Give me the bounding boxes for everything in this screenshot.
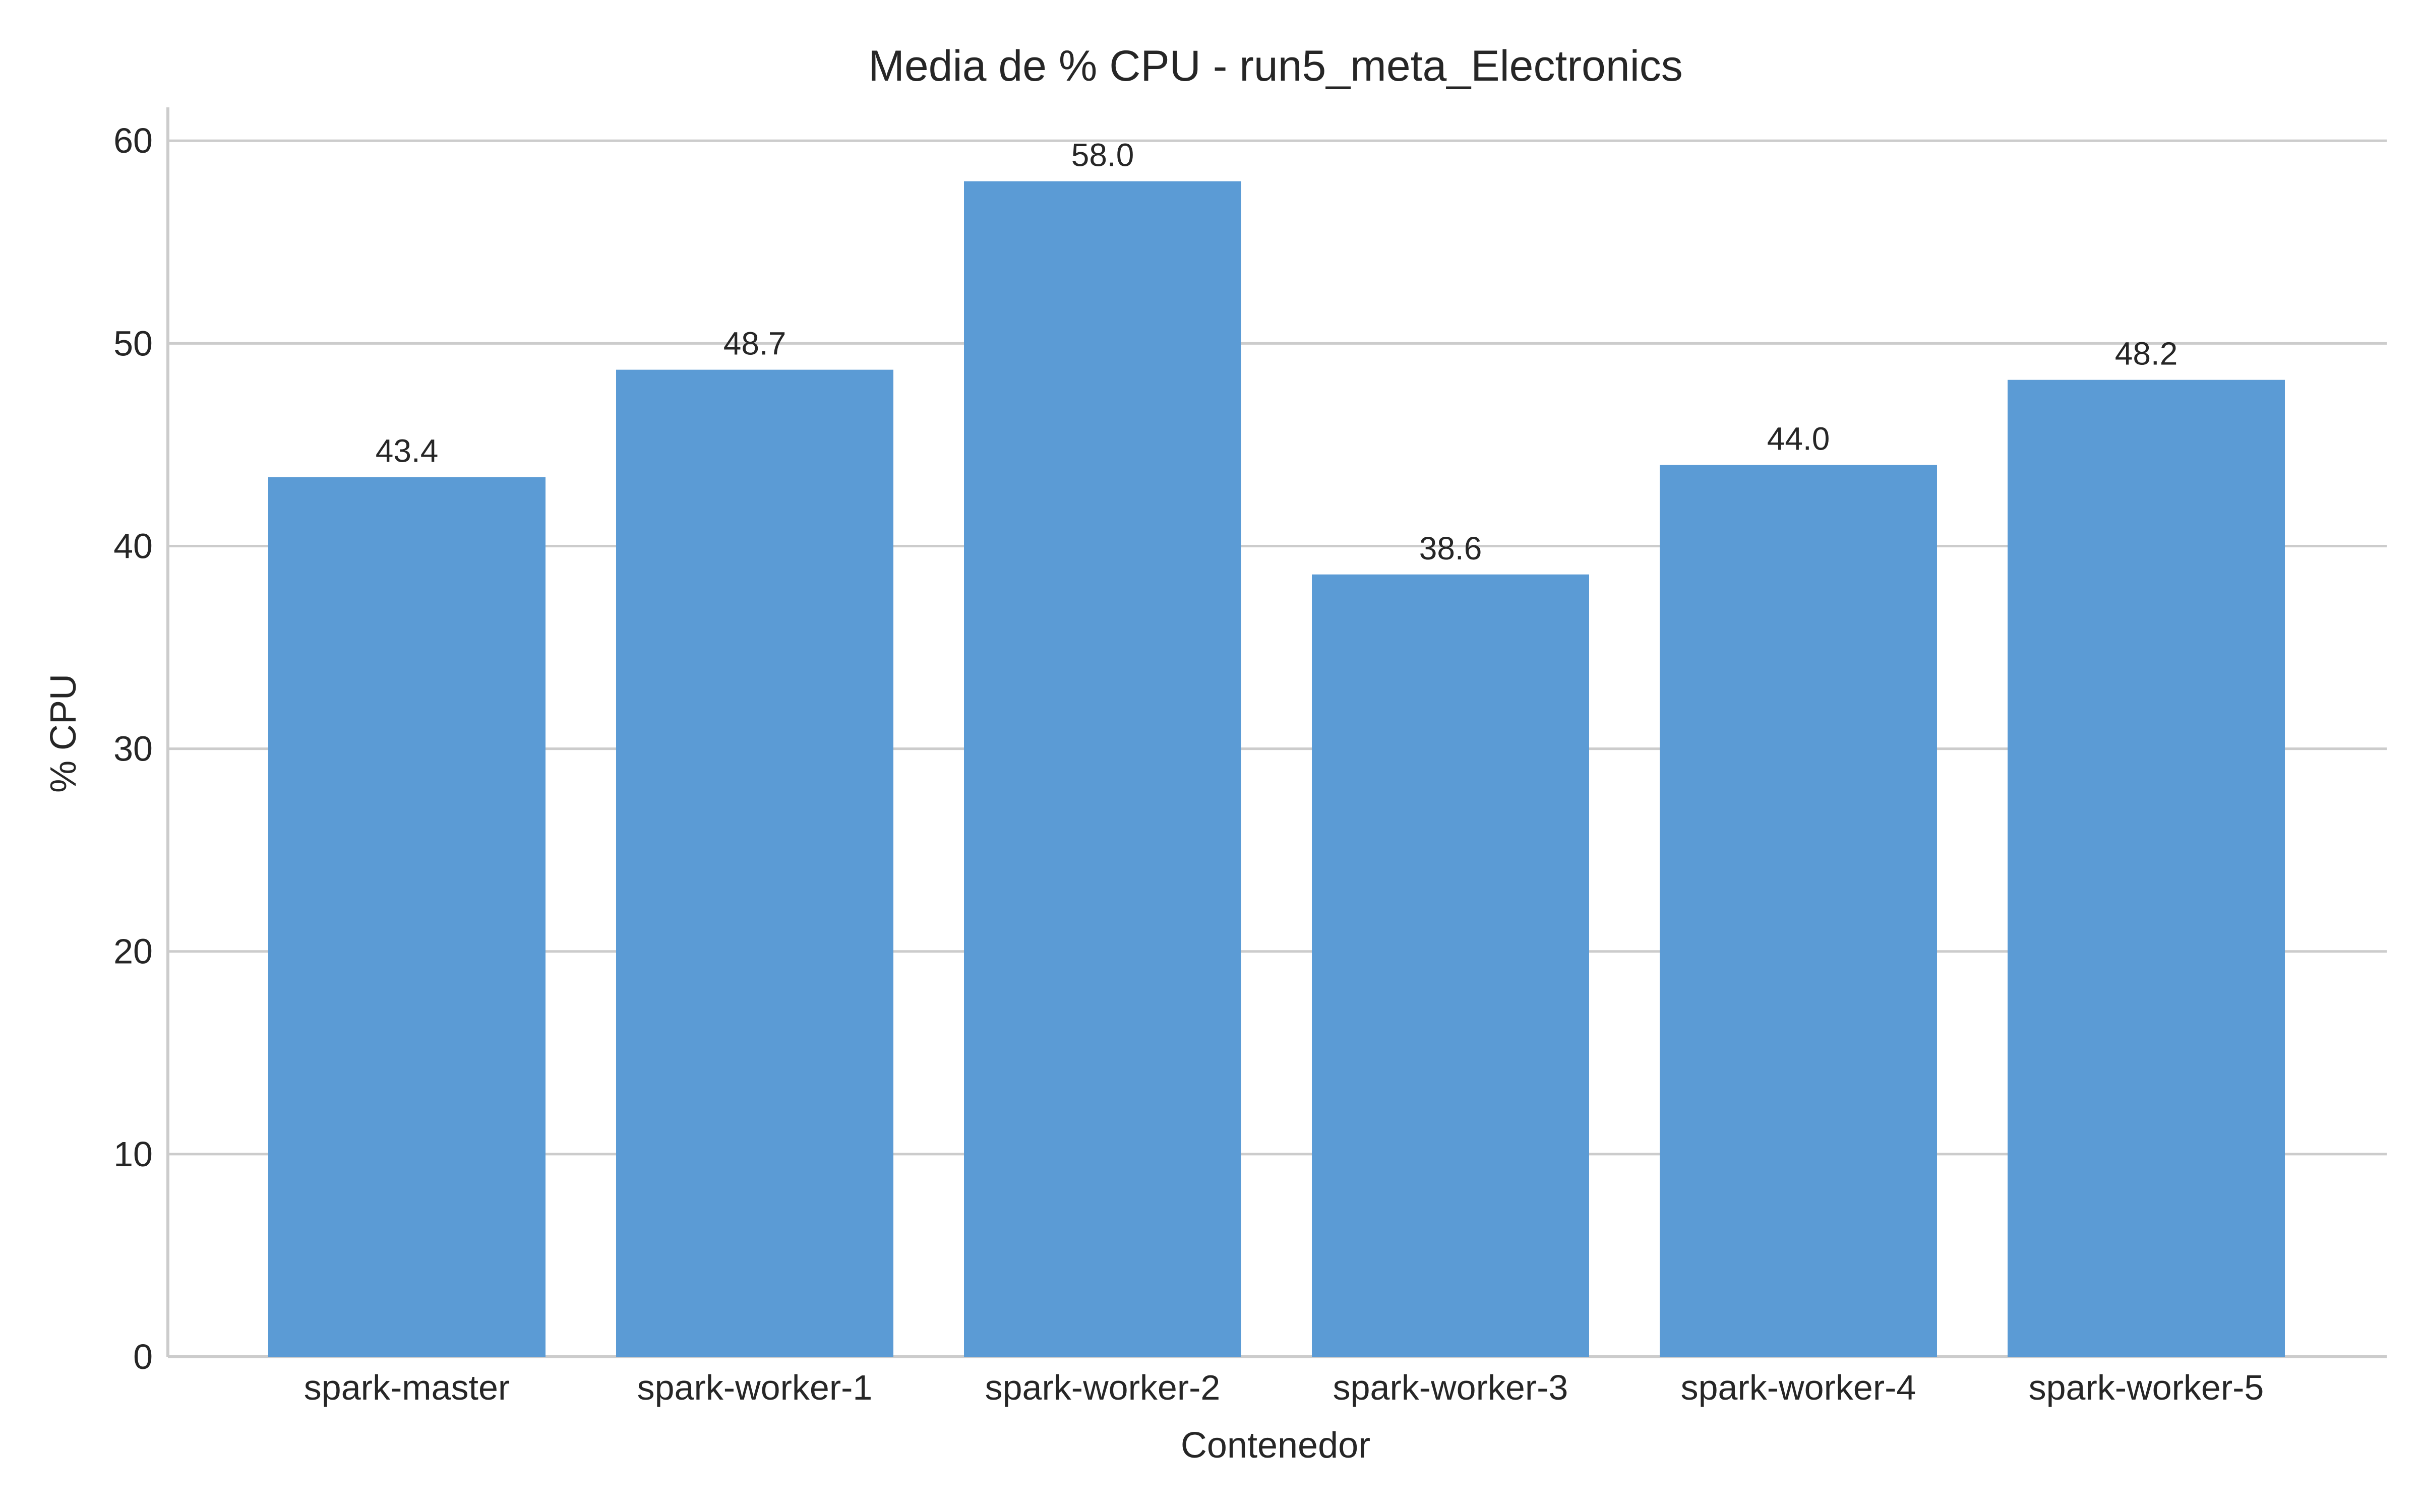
data-labels: 43.4 48.7 58.0 38.6 44.0 48.2 xyxy=(376,137,2178,566)
bars xyxy=(268,181,2285,1357)
bar-spark-master xyxy=(268,477,546,1357)
data-label-spark-worker-2: 58.0 xyxy=(1071,137,1134,173)
y-tick-label: 50 xyxy=(113,324,153,363)
y-tick-label: 30 xyxy=(113,729,153,769)
y-tick-label: 20 xyxy=(113,932,153,971)
x-tick-label-spark-worker-5: spark-worker-5 xyxy=(2029,1368,2264,1407)
x-tick-label-spark-master: spark-master xyxy=(304,1368,510,1407)
x-axis-label: Contenedor xyxy=(1181,1425,1370,1466)
data-label-spark-worker-5: 48.2 xyxy=(2115,336,2178,372)
bar-spark-worker-1 xyxy=(616,369,893,1357)
x-tick-label-spark-worker-3: spark-worker-3 xyxy=(1333,1368,1568,1407)
data-label-spark-master: 43.4 xyxy=(376,433,439,469)
y-tick-label: 40 xyxy=(113,526,153,565)
bar-spark-worker-5 xyxy=(2008,380,2285,1357)
bar-spark-worker-3 xyxy=(1312,574,1589,1357)
bar-spark-worker-2 xyxy=(964,181,1241,1357)
tick-labels: 0 10 20 30 40 50 60 spark-master spark-worker-1 s… xyxy=(113,121,2264,1407)
y-tick-label: 60 xyxy=(113,121,153,160)
bar-spark-worker-4 xyxy=(1660,465,1937,1357)
data-label-spark-worker-4: 44.0 xyxy=(1767,421,1830,457)
chart-title: Media de % CPU - run5_meta_Electronics xyxy=(868,42,1683,90)
data-label-spark-worker-3: 38.6 xyxy=(1419,530,1482,566)
y-tick-label: 10 xyxy=(113,1135,153,1174)
x-tick-label-spark-worker-4: spark-worker-4 xyxy=(1681,1368,1916,1407)
y-tick-label: 0 xyxy=(133,1337,153,1376)
y-axis-label: % CPU xyxy=(43,674,84,793)
data-label-spark-worker-1: 48.7 xyxy=(723,326,786,362)
x-tick-label-spark-worker-2: spark-worker-2 xyxy=(985,1368,1221,1407)
x-tick-label-spark-worker-1: spark-worker-1 xyxy=(637,1368,873,1407)
